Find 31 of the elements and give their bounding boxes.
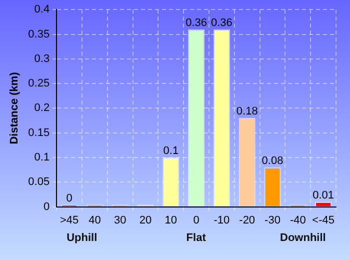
y-tick-label: 0.3 — [34, 52, 50, 65]
y-tick-label: 0.4 — [34, 4, 50, 16]
y-tick-label: 0.05 — [28, 176, 50, 188]
x-tick-label: -40 — [290, 214, 306, 226]
y-axis-title: Distance (km) — [8, 72, 21, 144]
x-tick-label: -20 — [239, 214, 256, 226]
x-tick-label: -10 — [214, 214, 230, 226]
data-label: 0 — [66, 192, 72, 204]
data-label: 0.01 — [312, 189, 334, 202]
x-tick-label: 10 — [164, 214, 178, 226]
x-tick-label: 30 — [114, 214, 126, 226]
y-tick-label: 0.2 — [34, 102, 50, 114]
data-label: 0.36 — [186, 16, 208, 29]
y-tick-label: 0.35 — [28, 28, 50, 40]
x-tick-label: 0 — [193, 214, 200, 226]
x-tick-label: >45 — [60, 214, 79, 226]
y-tick-label: 0.1 — [34, 152, 50, 164]
data-label: 0.36 — [210, 16, 232, 29]
y-tick-label: 0.25 — [28, 78, 50, 90]
data-label: 0.08 — [262, 154, 284, 167]
text: Flat — [186, 232, 206, 244]
x-tick-label: 40 — [88, 214, 101, 226]
x-tick-label: <-45 — [312, 214, 334, 226]
x-tick-label: -30 — [264, 214, 280, 226]
data-label: 0.1 — [163, 145, 179, 158]
data-label: 0.18 — [236, 106, 258, 118]
x-tick-label: 20 — [139, 214, 152, 226]
y-tick-label: 0 — [43, 200, 50, 213]
text: Downhill — [280, 232, 326, 244]
text: Uphill — [66, 232, 98, 244]
y-tick-label: 0.15 — [28, 126, 50, 139]
